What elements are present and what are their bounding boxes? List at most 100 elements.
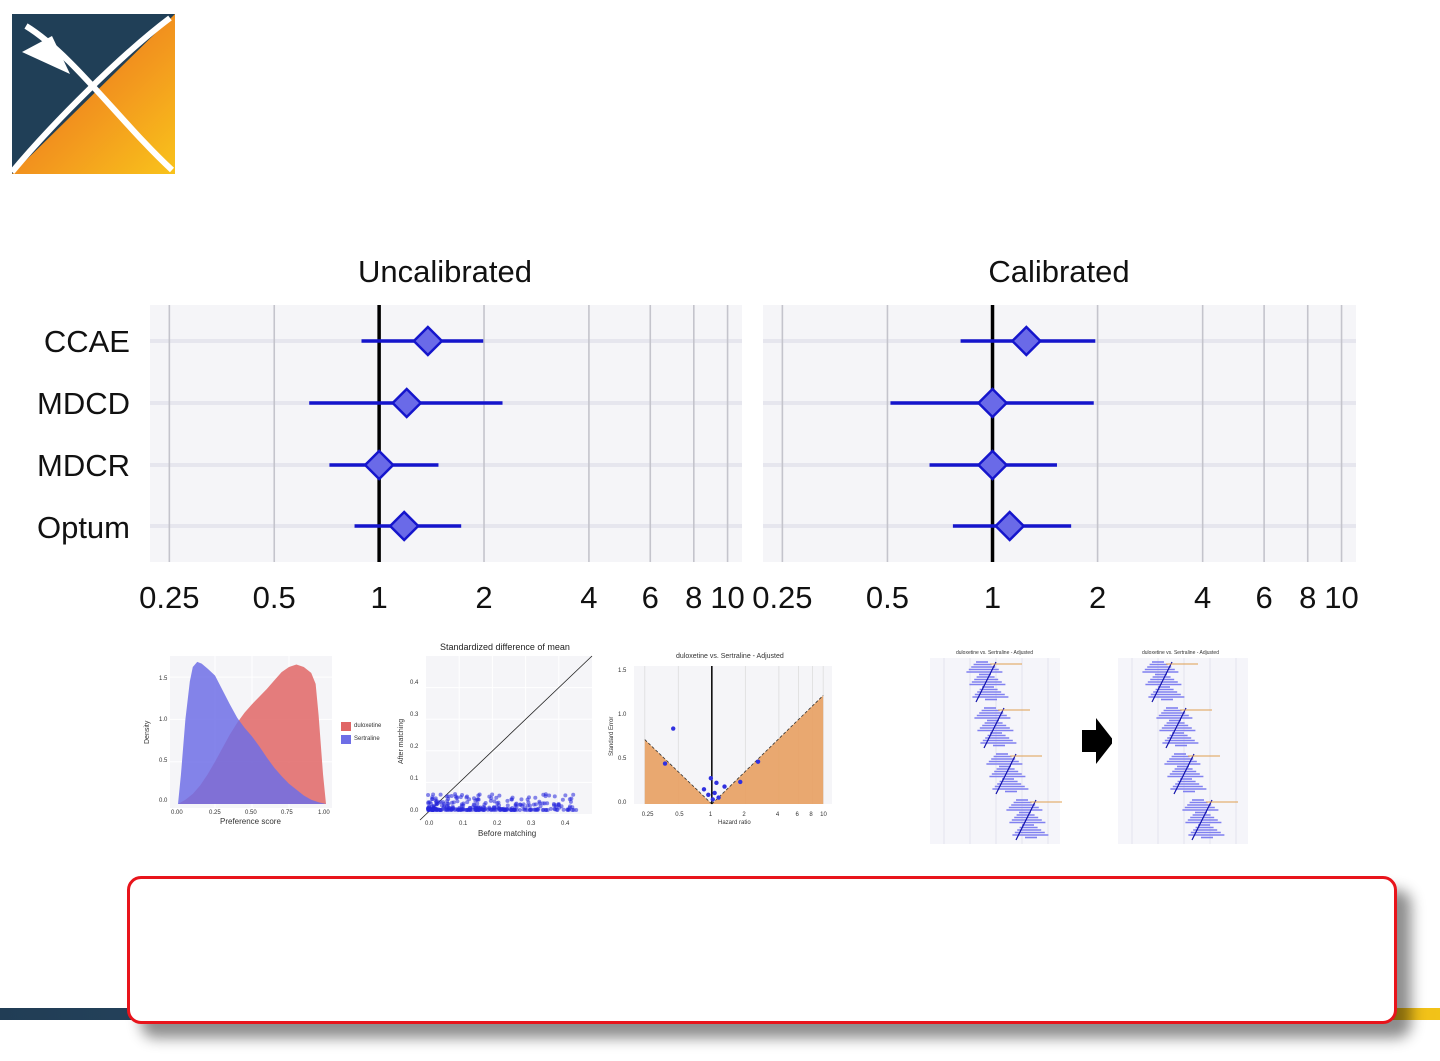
x-tick-label: 4 [1194,580,1212,615]
covariate-point [431,792,436,797]
nc-x-axis: 0.25 0.5 1 2 4 6 8 10 [634,812,832,822]
covariate-point [444,794,449,799]
covariate-point [521,802,526,807]
x-tick-label: 0.25 [752,580,813,615]
covariate-point [514,804,519,809]
covariate-point [568,799,573,804]
covariate-point [476,797,481,802]
nc-xtick: 0.25 [641,812,654,818]
point-estimate [363,449,395,481]
legend-swatch-duloxetine [341,722,351,731]
ps-ytick: 1.5 [159,676,168,682]
covariate-point [552,794,557,799]
forest-thumb-after-title: duloxetine vs. Sertraline - Adjusted [1142,650,1219,656]
covariate-point [434,799,439,804]
forest-row-optum [354,510,462,542]
covariate-point [449,807,454,812]
forest-thumb-after-chart [1118,658,1248,844]
row-label-optum: Optum [36,510,130,545]
covariate-point [540,807,545,812]
covariate-point [449,794,454,799]
forest-row-optum [952,510,1072,542]
covariate-point [467,797,472,802]
covariate-point [523,807,528,812]
negative-control-point [708,776,714,781]
nc-xtick: 10 [820,812,827,818]
covariate-point [519,797,524,802]
covariate-point [531,802,536,807]
covariate-point [518,802,523,807]
covariate-point [538,804,543,809]
covariate-point [553,807,558,812]
covariate-point [525,797,530,802]
negative-control-point [714,780,719,786]
covariate-point [431,803,436,808]
covariate-point [443,807,448,812]
mini-trend [1151,661,1173,703]
panel-title-uncalibrated: Uncalibrated [357,254,533,289]
nc-xtick: 6 [795,812,799,818]
x-tick-label: 10 [1324,580,1359,615]
covariate-point [450,800,455,805]
covariate-point [455,799,460,804]
legend-swatch-sertraline [341,735,351,744]
covariate-point [552,803,557,808]
point-estimate [412,325,444,357]
nc-xtick: 4 [775,812,780,818]
point-estimate [388,510,420,542]
bal-xtick: 0.1 [459,821,468,827]
covariate-point [483,801,488,806]
covariate-point [556,802,561,807]
preference-score-plot: Density 1.5 1.0 0.5 0.0 0.00 0.25 0.50 0… [140,650,390,832]
nc-xtick: 2 [742,812,746,818]
covariate-point [497,793,502,798]
forest-panel-calibrated [763,305,1356,562]
nc-xtick: 8 [809,812,813,818]
nc-xtick: 0.5 [675,812,684,818]
bal-ytick: 0.0 [410,808,419,814]
covariate-point [561,807,566,812]
x-tick-label: 6 [1255,580,1273,615]
bal-ytick: 0.1 [410,776,419,782]
covariate-point [542,801,547,806]
covariate-point [571,792,576,797]
covariate-point [511,808,516,812]
covariate-point [434,802,439,807]
mini-trend [1173,753,1195,795]
funnel-area [644,695,824,804]
panel-title-calibrated: Calibrated [988,254,1130,289]
forest-row-ccae [361,325,484,357]
forest-row-mdcr [329,449,439,481]
covariate-point [485,807,490,812]
nc-ytick: 1.0 [618,712,627,718]
covariate-point [543,794,548,799]
covariate-point [501,807,506,812]
ps-ytick: 1.0 [159,717,168,723]
ps-xtick: 0.25 [209,810,221,816]
x-axis-uncalibrated: 0.25 0.5 1 2 4 6 8 10 [139,580,745,616]
negative-control-point [671,726,676,731]
mini-trend [995,753,1017,795]
forest-plot-calibrated [763,305,1356,562]
mini-trend [1191,799,1213,841]
bal-xtick: 0.4 [561,821,570,827]
bal-ytick: 0.3 [410,712,419,718]
mini-trend [983,707,1005,749]
covariate-point [426,793,431,798]
covariate-point [453,792,458,797]
mini-trend [1015,799,1037,841]
bal-xtick: 0.2 [493,821,502,827]
x-tick-label: 10 [710,580,745,615]
point-estimate [390,387,423,419]
covariate-point [494,804,499,809]
covariate-point [457,805,462,810]
covariate-point [517,807,522,812]
density-axis-label: Density [144,720,151,744]
legend-label-sertraline: Sertraline [354,736,380,742]
point-estimate [993,510,1026,542]
covariate-point [570,807,575,812]
negative-control-chart [634,666,832,805]
x-tick-label: 0.5 [252,580,296,615]
ps-xtick: 1.00 [318,810,330,816]
preference-score-label: Preference score [220,817,281,826]
